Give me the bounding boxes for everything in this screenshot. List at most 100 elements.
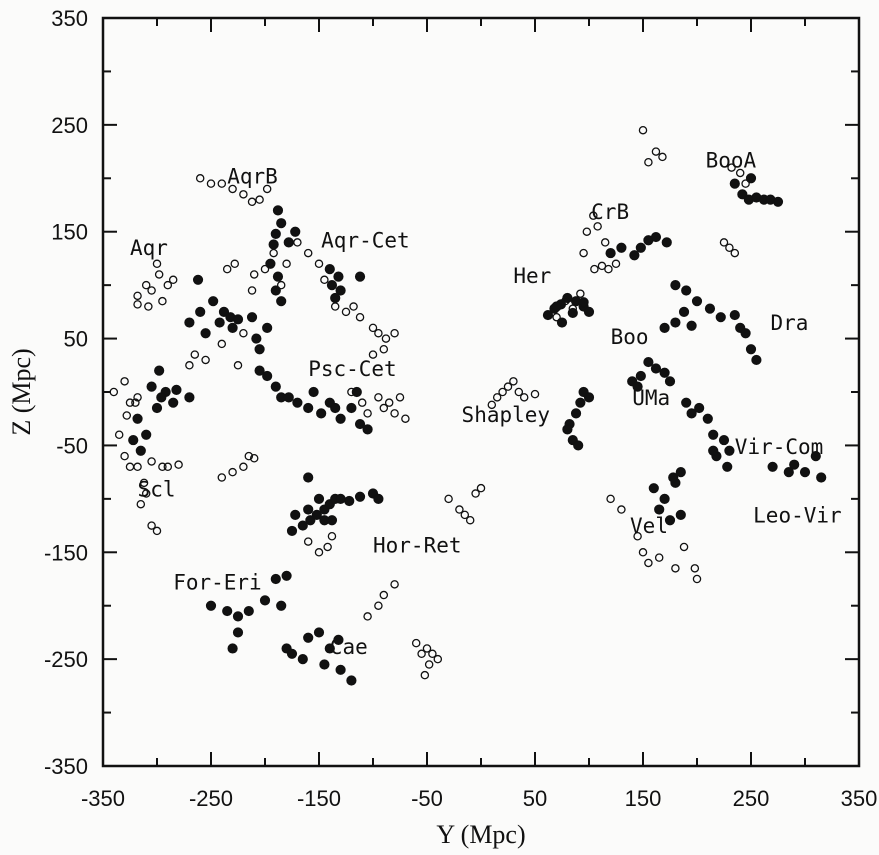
open-point	[730, 248, 740, 258]
open-point	[255, 195, 264, 204]
open-point	[741, 179, 750, 188]
filled-point	[290, 509, 301, 520]
filled-point	[222, 605, 233, 617]
open-point	[658, 152, 667, 162]
filled-point	[305, 515, 316, 526]
filled-point	[156, 392, 167, 403]
filled-point	[632, 381, 643, 392]
open-point	[374, 328, 383, 338]
open-point	[125, 462, 135, 472]
filled-point	[635, 370, 646, 382]
x-axis-label: Y (Mpc)	[436, 820, 525, 849]
open-point	[476, 483, 486, 493]
open-point	[597, 261, 607, 271]
open-point	[144, 302, 153, 311]
filled-point	[578, 297, 589, 308]
open-point	[195, 174, 205, 183]
filled-point	[729, 178, 740, 189]
filled-point	[724, 445, 735, 456]
open-point	[381, 334, 391, 343]
open-point	[401, 414, 410, 423]
filled-point	[686, 408, 697, 419]
filled-point	[816, 472, 827, 483]
cluster-label: Aqr	[130, 236, 168, 260]
open-point	[247, 286, 257, 295]
open-point	[455, 505, 464, 514]
x-tick-label: -50	[411, 786, 443, 811]
open-point	[368, 323, 378, 333]
open-point	[168, 275, 178, 285]
filled-point	[691, 296, 703, 307]
open-point	[222, 264, 232, 274]
open-point	[217, 339, 227, 349]
y-tick-labels: 350 250 150 50 -50 -150 -250 -350	[44, 6, 88, 779]
filled-point	[664, 515, 676, 526]
open-point	[606, 494, 615, 504]
filled-point	[303, 402, 314, 414]
filled-point	[290, 226, 301, 237]
open-point	[349, 302, 358, 311]
filled-point	[616, 242, 627, 253]
filled-point	[654, 504, 665, 515]
filled-point	[575, 397, 586, 408]
filled-point	[681, 397, 692, 408]
cluster-label: Scl	[138, 478, 176, 502]
x-tick-label: 50	[523, 786, 547, 811]
x-tick-label: -250	[189, 786, 233, 811]
open-point	[530, 389, 540, 399]
filled-point	[686, 320, 697, 331]
filled-point	[583, 392, 595, 403]
open-point	[460, 510, 470, 520]
open-point	[582, 227, 592, 236]
filled-point	[629, 250, 640, 261]
filled-point	[678, 306, 690, 317]
open-point	[347, 387, 356, 397]
filled-point	[635, 242, 646, 253]
filled-point	[556, 317, 568, 328]
x-tick-label: -150	[297, 786, 341, 811]
open-point	[341, 307, 351, 317]
open-point	[147, 521, 156, 530]
filled-point	[670, 317, 681, 328]
open-point	[217, 473, 227, 482]
open-point	[465, 515, 475, 525]
filled-point	[292, 397, 303, 408]
filled-point	[265, 258, 276, 269]
cluster-label: UMa	[632, 386, 670, 410]
filled-point	[551, 301, 562, 312]
filled-point	[643, 356, 654, 368]
filled-point	[650, 231, 662, 243]
open-point	[190, 350, 200, 359]
y-tick-label: -250	[44, 647, 88, 672]
filled-point	[208, 296, 219, 307]
filled-point	[751, 354, 762, 366]
filled-point	[303, 472, 314, 483]
filled-point	[276, 296, 287, 307]
filled-point	[659, 322, 670, 333]
open-point	[244, 451, 254, 461]
open-point	[228, 184, 237, 194]
open-point	[303, 248, 313, 258]
filled-point	[362, 424, 373, 435]
filled-point	[132, 413, 143, 424]
filled-point	[562, 424, 573, 435]
open-point	[611, 259, 621, 269]
filled-point	[675, 509, 686, 520]
filled-point	[218, 306, 230, 317]
open-point	[133, 291, 142, 301]
open-point	[355, 312, 365, 322]
open-point	[560, 296, 570, 306]
open-point	[589, 211, 598, 220]
open-point	[217, 179, 227, 188]
filled-point	[270, 381, 281, 392]
open-point	[174, 460, 183, 469]
filled-point	[573, 440, 584, 451]
open-point	[363, 612, 372, 621]
filled-point	[128, 434, 139, 446]
open-point	[411, 638, 421, 648]
cluster-label: Aqr-Cet	[321, 229, 410, 253]
filled-point	[772, 196, 784, 207]
filled-point	[799, 467, 811, 478]
open-point	[727, 163, 736, 172]
filled-point	[195, 306, 206, 317]
